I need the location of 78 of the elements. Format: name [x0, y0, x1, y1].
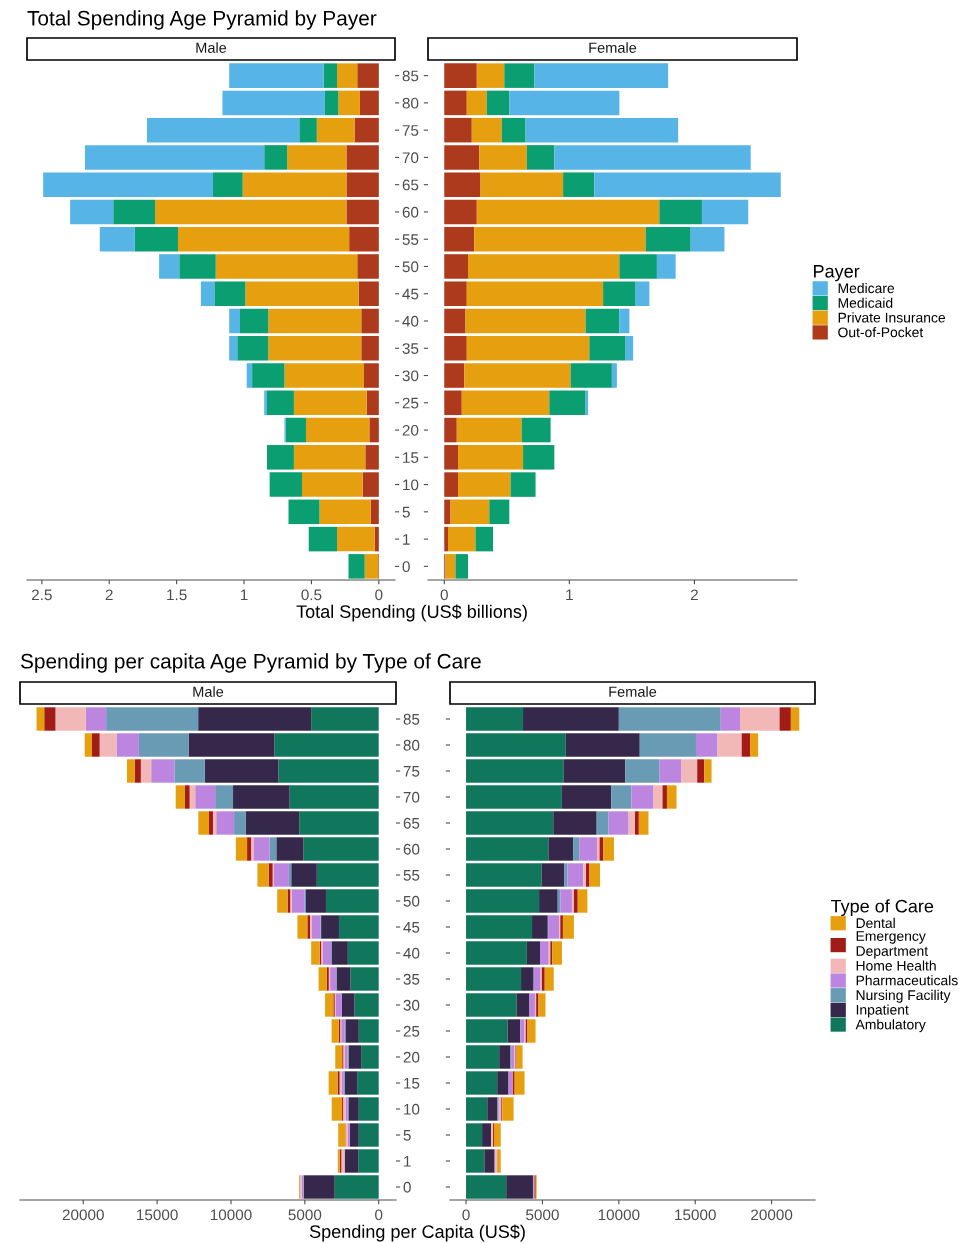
x-tick-label: 2.5 [31, 589, 52, 601]
legend-title: Payer [814, 265, 860, 282]
x-tick-label: 0 [440, 589, 448, 601]
y-tick-label: 45 [402, 288, 419, 300]
x-tick-label: 15000 [137, 1209, 178, 1221]
y-tick-label: 25 [403, 1025, 420, 1037]
chart-title: Spending per capita Age Pyramid by Type of Care [20, 653, 481, 673]
legend-label: Medicare [838, 282, 895, 294]
x-tick-label: 1 [240, 589, 248, 601]
x-tick-label: 1 [566, 589, 573, 601]
y-tick-label: 45 [403, 922, 420, 933]
y-tick-label: 75 [402, 125, 419, 136]
chart-subtitle: Female [589, 42, 637, 53]
y-tick-label: 60 [403, 843, 420, 855]
x-tick-label: 15000 [675, 1209, 716, 1221]
x-tick-label: 5000 [526, 1209, 559, 1221]
legend-label: Ambulatory [855, 1019, 926, 1033]
y-tick-label: 85 [402, 70, 419, 82]
legend-title: Type of Care [830, 899, 934, 917]
y-tick-label: 35 [403, 973, 420, 985]
y-tick-label: 55 [403, 870, 420, 881]
y-tick-label: 70 [403, 791, 420, 803]
legend-label: Nursing Facility [856, 989, 951, 1003]
x-tick-label: 20000 [62, 1209, 104, 1221]
y-tick-label: 40 [403, 947, 420, 959]
y-tick-label: 70 [402, 152, 419, 164]
y-tick-label: 80 [403, 739, 420, 751]
y-tick-label: 15 [404, 1078, 420, 1089]
x-tick-label: 0 [462, 1209, 470, 1221]
x-tick-label: 5000 [288, 1209, 322, 1221]
y-tick-label: 5 [402, 506, 410, 518]
y-tick-label: 55 [402, 234, 419, 245]
x-tick-label: 2 [690, 589, 698, 601]
y-tick-label: 5 [403, 1130, 411, 1141]
y-tick-label: 25 [402, 397, 419, 409]
y-tick-label: 35 [402, 343, 419, 354]
legend-label: Medicaid [838, 297, 893, 308]
y-tick-label: 20 [403, 1051, 420, 1063]
y-tick-label: 30 [402, 370, 419, 382]
legend-label: Inpatient [856, 1004, 909, 1018]
legend-label: Pharmaceuticals [856, 975, 958, 986]
chart-subtitle: Male [196, 42, 227, 53]
y-tick-label: 20 [402, 424, 419, 436]
y-tick-label: 10 [404, 1103, 420, 1115]
chart-subtitle: Male [193, 686, 224, 697]
x-axis-title: Spending per Capita (US$) [309, 1224, 525, 1242]
y-tick-label: 0 [402, 561, 410, 573]
chart-subtitle: Female [609, 686, 657, 697]
y-tick-label: 75 [403, 766, 420, 777]
y-tick-label: 1 [403, 534, 410, 545]
x-tick-label: 10000 [210, 1209, 252, 1221]
legend-label: Emergency Department [856, 931, 929, 959]
y-tick-label: 60 [402, 206, 419, 218]
y-tick-label: 0 [403, 1181, 411, 1193]
y-tick-label: 50 [403, 895, 420, 907]
x-tick-label: 10000 [598, 1209, 640, 1221]
y-tick-label: 65 [402, 179, 419, 191]
y-tick-label: 1 [404, 1156, 411, 1167]
legend-label: Out-of-Pocket [838, 327, 924, 338]
y-tick-label: 85 [403, 713, 420, 725]
legend-label: Dental [856, 917, 895, 929]
legend-label: Private Insurance [838, 312, 946, 323]
y-tick-label: 65 [403, 817, 420, 829]
chart-title: Total Spending Age Pyramid by Payer [27, 10, 377, 30]
x-axis-title: Total Spending (US$ billions) [296, 604, 527, 622]
y-tick-label: 10 [403, 479, 419, 491]
y-tick-label: 15 [403, 452, 419, 463]
y-tick-label: 40 [402, 315, 419, 327]
y-tick-label: 80 [402, 97, 419, 109]
y-tick-label: 30 [403, 999, 420, 1011]
x-tick-label: 0 [375, 1209, 383, 1221]
x-tick-label: 1.5 [167, 589, 187, 601]
x-tick-label: 0 [375, 589, 383, 601]
x-tick-label: 2 [105, 589, 113, 601]
legend-label: Home Health [856, 960, 936, 971]
x-tick-label: 20000 [751, 1209, 793, 1221]
x-tick-label: 0.5 [301, 589, 322, 601]
y-tick-label: 50 [402, 261, 419, 273]
